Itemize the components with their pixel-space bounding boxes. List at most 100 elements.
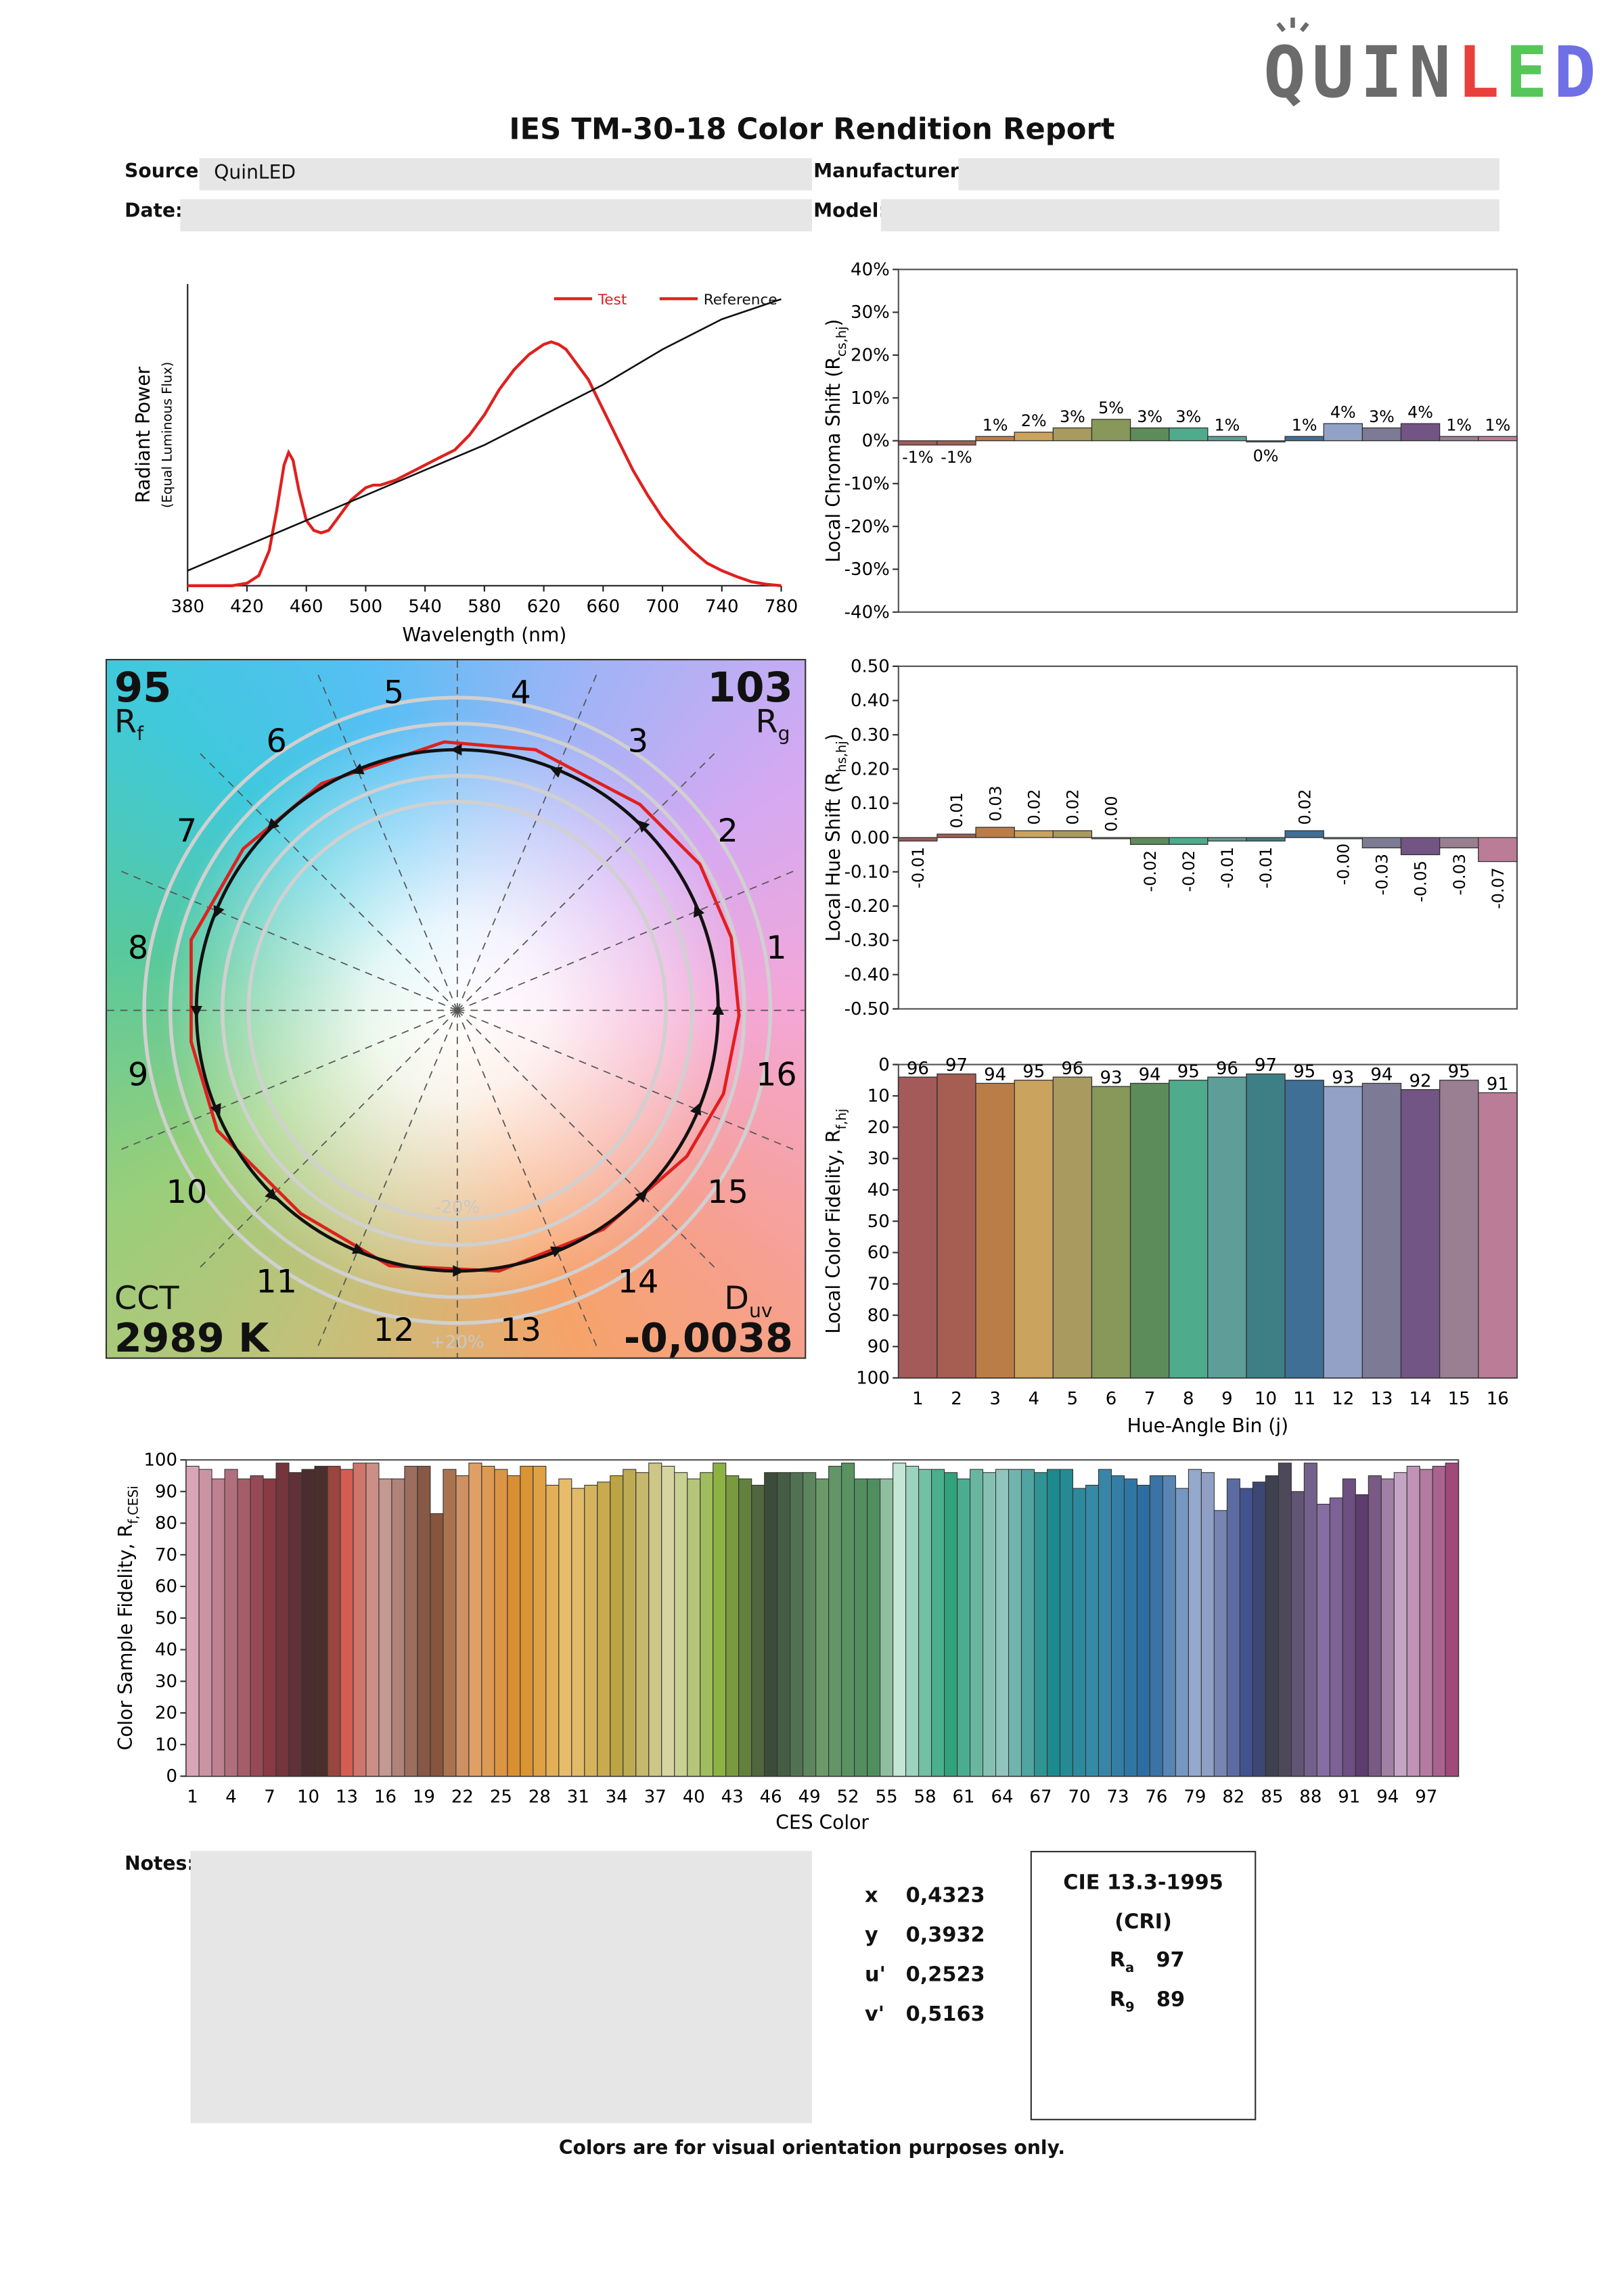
chroma-chart-bar <box>1400 423 1441 442</box>
fidelity-chart-y-tick-label: 60 <box>867 1243 890 1263</box>
ces-bar <box>635 1472 650 1777</box>
footer-note: Colors are for visual orientation purpos… <box>558 2138 1066 2160</box>
ces-bar <box>957 1478 971 1777</box>
duv-value: -0,0038 <box>623 1316 793 1359</box>
ces-bar <box>404 1465 418 1777</box>
ra-value: 97 <box>1156 1949 1185 1973</box>
ces-y-tick-label: 0 <box>166 1766 178 1787</box>
fidelity-bar-label: 93 <box>1100 1068 1122 1088</box>
vector-arrow <box>213 904 225 919</box>
spd-x-tick-label: 740 <box>705 597 739 617</box>
chroma-bar-label: 2% <box>1021 411 1047 430</box>
fidelity-chart-y-tick-label: 50 <box>867 1212 890 1232</box>
ces-bar <box>1175 1488 1189 1777</box>
page-title: IES TM-30-18 Color Rendition Report <box>509 111 1115 147</box>
logo-letter: Q <box>1263 32 1306 114</box>
vector-bin-divider <box>457 1010 598 1349</box>
fidelity-chart-bar <box>1246 1073 1286 1379</box>
ces-bar <box>841 1463 855 1777</box>
spd-series-line-reference <box>187 298 782 572</box>
ces-bar <box>1355 1494 1369 1777</box>
y-label: y <box>864 1924 878 1948</box>
source-field[interactable]: QuinLED <box>199 158 812 191</box>
chroma-chart-bar <box>1091 419 1131 442</box>
cri-title: CIE 13.3-1995 <box>1063 1871 1223 1895</box>
vector-arrow <box>210 1103 221 1117</box>
chromaticity-block: x 0,4323 y 0,3932 u' 0,2523 v' 0,5163 <box>865 1877 985 2036</box>
logo-letter: N <box>1408 32 1451 114</box>
vector-bin-label: 3 <box>628 722 648 760</box>
ces-bar <box>1393 1472 1407 1777</box>
model-field[interactable] <box>880 199 1499 231</box>
fidelity-chart-bar <box>1091 1086 1131 1379</box>
fidelity-bar-label: 95 <box>1448 1061 1470 1082</box>
spd-x-tick-label: 660 <box>587 597 621 617</box>
spd-x-tick-label: 460 <box>290 597 323 617</box>
ces-bar <box>764 1472 778 1777</box>
cri-box: CIE 13.3-1995 (CRI) Ra 97 R9 89 <box>1030 1850 1257 2121</box>
r9-label-sub: 9 <box>1125 2001 1135 2017</box>
ces-bar <box>1072 1488 1087 1777</box>
spd-x-tick-label: 500 <box>349 597 383 617</box>
fidelity-bar-label: 97 <box>1255 1055 1277 1076</box>
ces-bar <box>1290 1491 1305 1777</box>
ces-bar <box>1445 1463 1459 1777</box>
fidelity-chart-bar <box>937 1073 976 1379</box>
ces-bar <box>288 1472 302 1777</box>
fidelity-bar-label: 95 <box>1177 1061 1200 1082</box>
date-field[interactable] <box>180 199 812 231</box>
ces-bar <box>1329 1497 1343 1777</box>
fidelity-chart-bar <box>1323 1086 1363 1379</box>
spd-legend-entry: Test <box>597 292 627 308</box>
duv-label-main: D <box>724 1281 749 1318</box>
ces-bar <box>1380 1478 1395 1777</box>
ces-bar <box>1303 1463 1317 1777</box>
vector-bin-divider <box>118 869 458 1011</box>
ces-bar <box>674 1472 688 1777</box>
chroma-chart-y-tick-label: 30% <box>851 302 890 323</box>
spd-x-tick-label: 620 <box>527 597 561 617</box>
ces-bar <box>815 1478 830 1777</box>
manufacturer-label: Manufacturer: <box>813 161 967 183</box>
hue-bar-label: -0.01 <box>909 847 928 889</box>
fidelity-chart-bar <box>1169 1080 1209 1379</box>
ces-bar <box>301 1469 315 1777</box>
fidelity-chart-y-tick-label: 80 <box>867 1306 890 1326</box>
chroma-chart-bar <box>898 440 938 446</box>
chroma-chart-bar <box>1478 436 1518 442</box>
chroma-chart-bar <box>1207 436 1247 442</box>
ces-bar <box>970 1469 984 1777</box>
fidelity-chart-bar <box>1014 1080 1054 1379</box>
fidelity-x-tick-label: 13 <box>1370 1389 1393 1409</box>
vector-ring <box>221 774 694 1247</box>
chroma-chart-y-tick-label: -20% <box>844 517 890 537</box>
chroma-bar-label: -1% <box>902 448 933 467</box>
ces-y-tick-label: 40 <box>155 1640 177 1660</box>
hue-chart-bar <box>1091 837 1131 840</box>
ces-bar <box>1188 1469 1202 1777</box>
fidelity-x-tick-label: 16 <box>1487 1389 1509 1409</box>
fidelity-chart-y-tick-label: 90 <box>867 1337 890 1357</box>
ces-y-tick-label: 80 <box>155 1513 177 1534</box>
ces-bar <box>1213 1510 1227 1777</box>
ces-bar <box>610 1475 624 1777</box>
vector-ring-label: -20% <box>434 1197 480 1218</box>
ces-bar <box>1406 1465 1420 1777</box>
rf-label: Rf <box>114 704 143 745</box>
cct-value: 2989 K <box>114 1316 269 1359</box>
notes-field[interactable] <box>190 1850 812 2123</box>
vector-arrow <box>712 1003 725 1015</box>
chroma-chart-y-tick-label: -40% <box>844 602 890 622</box>
vector-bin-divider <box>457 1009 717 1270</box>
vector-bin-label: 4 <box>510 674 531 712</box>
manufacturer-field[interactable] <box>958 158 1499 191</box>
hue-bar-label: 0.00 <box>1102 796 1121 831</box>
ces-bar <box>1162 1475 1176 1777</box>
fidelity-x-tick-label: 11 <box>1293 1389 1315 1409</box>
ces-bar <box>1085 1484 1100 1777</box>
vector-bin-label: 8 <box>128 929 148 967</box>
ces-x-tick-label: 43 <box>721 1787 744 1808</box>
vector-bin-label: 5 <box>384 674 404 712</box>
fidelity-bar-label: 94 <box>1370 1065 1393 1085</box>
ces-x-tick-label: 82 <box>1222 1787 1244 1808</box>
